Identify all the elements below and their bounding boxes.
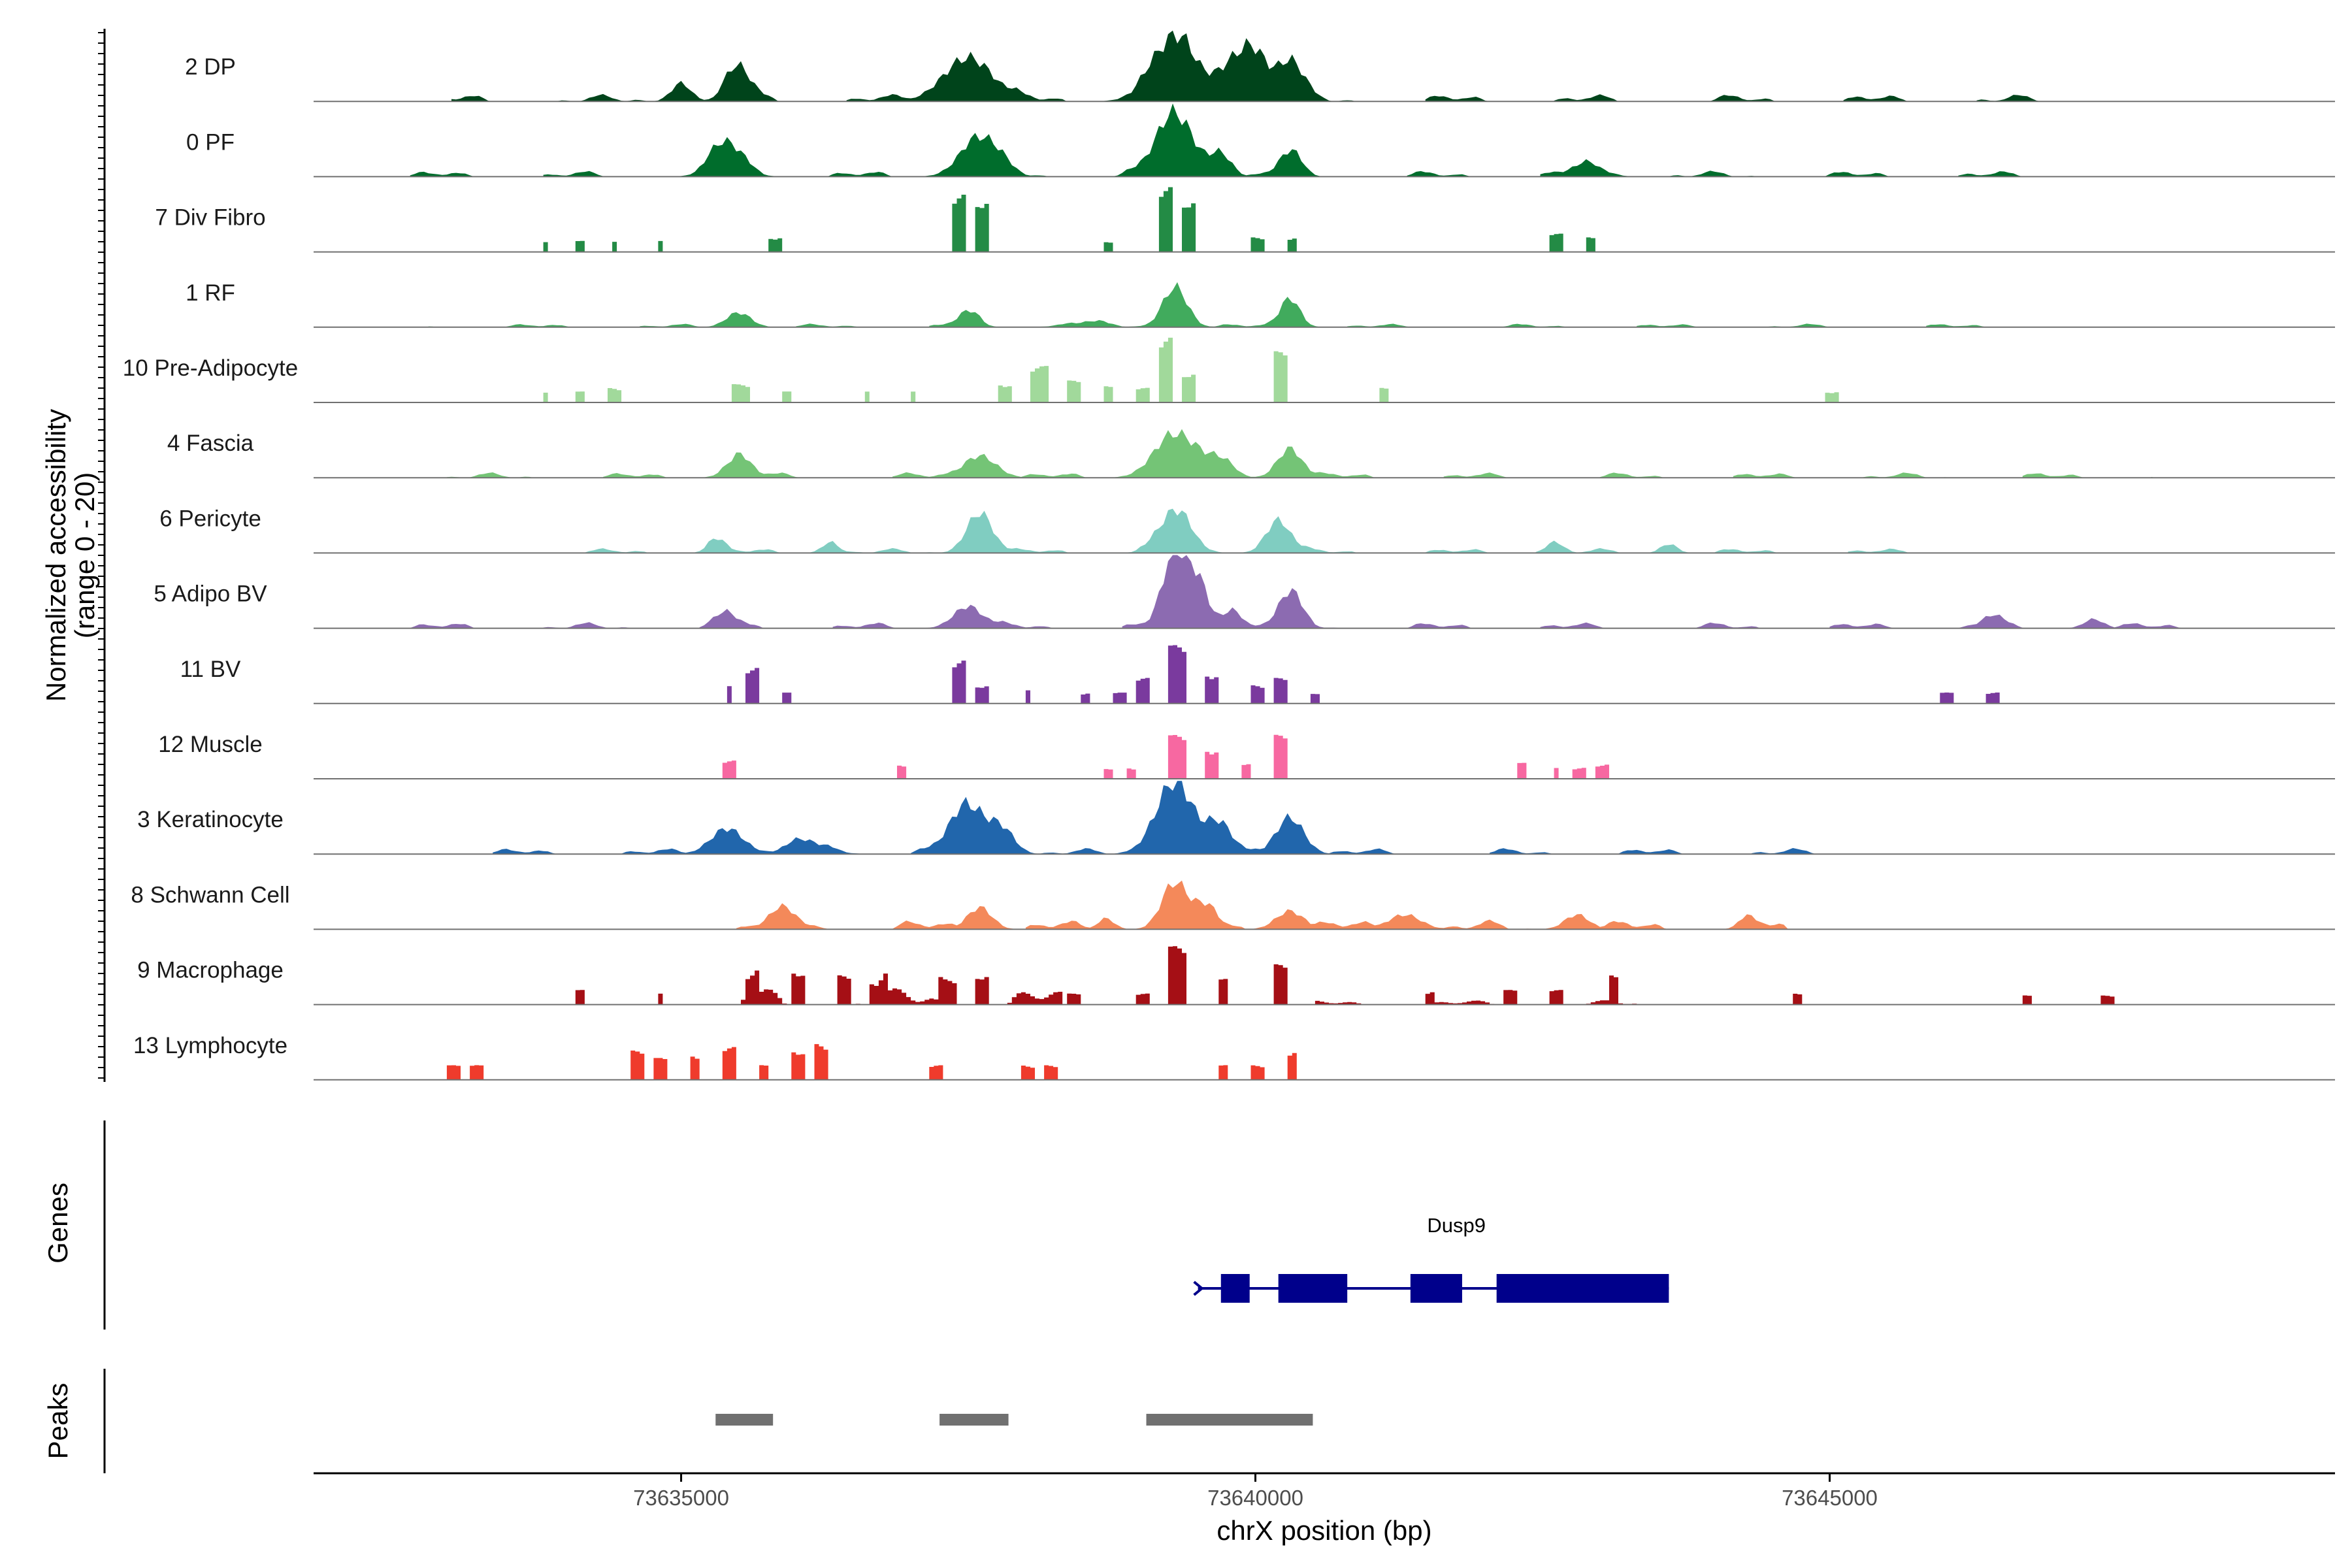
coverage-area (584, 508, 1913, 553)
coverage-area (575, 946, 2115, 1005)
track-13-lymphocyte: 13 Lymphocyte (133, 1033, 2335, 1081)
gene-dusp9: Dusp9 (1193, 1214, 1669, 1303)
track-label: 5 Adipo BV (154, 581, 267, 607)
gene-exon (1278, 1274, 1348, 1303)
track-12-muscle: 12 Muscle (158, 732, 2335, 779)
coverage-area (428, 282, 1991, 327)
x-axis: 73635000 73640000 73645000 chrX position (… (314, 1472, 2335, 1546)
track-label: 3 Keratinocyte (137, 807, 284, 832)
coverage-area (493, 781, 1839, 855)
coverage-area (543, 337, 1839, 402)
track-10-pre-adipocyte: 10 Pre-Adipocyte (123, 337, 2335, 403)
gene-exon (1410, 1274, 1462, 1303)
track-label: 13 Lymphocyte (133, 1033, 287, 1058)
track-label: 1 RF (186, 280, 235, 306)
gene-exon (1220, 1274, 1250, 1303)
gene-exon (1496, 1274, 1669, 1303)
track-label: 10 Pre-Adipocyte (123, 355, 298, 381)
y-axis (98, 29, 106, 1082)
coverage-area (736, 880, 1789, 930)
gene-label: Dusp9 (1427, 1214, 1486, 1237)
coverage-area (451, 30, 2041, 102)
coverage-area (446, 429, 2156, 478)
track-7-div-fibro: 7 Div Fibro (155, 187, 2335, 253)
track-2-dp: 2 DP (185, 30, 2335, 103)
peak-region-bar (715, 1414, 774, 1426)
track-11-bv: 11 BV (180, 645, 2335, 704)
peak-region-bar (939, 1414, 1009, 1426)
track-5-adipo-bv: 5 Adipo BV (154, 555, 2335, 629)
x-axis-label: chrX position (bp) (1217, 1515, 1431, 1546)
track-label: 12 Muscle (158, 732, 263, 757)
peak-regions (715, 1414, 1313, 1426)
track-8-schwann-cell: 8 Schwann Cell (131, 880, 2335, 930)
x-tick-label: 73635000 (633, 1486, 729, 1510)
x-tick-label: 73645000 (1782, 1486, 1878, 1510)
coverage-area (446, 1044, 1297, 1080)
track-label: 4 Fascia (167, 431, 254, 456)
track-label: 9 Macrophage (137, 958, 284, 983)
strand-arrow (1193, 1281, 1204, 1296)
coverage-tracks: 2 DP 0 PF 7 Div Fibro 1 RF 10 Pre-Adipocyte 4… (123, 30, 2335, 1081)
track-label: 7 Div Fibro (155, 205, 265, 231)
track-label: 0 PF (186, 129, 235, 155)
track-6-pericyte: 6 Pericyte (159, 506, 2335, 554)
peak-region-bar (1146, 1414, 1313, 1426)
track-1-rf: 1 RF (186, 280, 2335, 328)
coverage-area (722, 734, 1609, 779)
track-label: 8 Schwann Cell (131, 882, 289, 907)
genes-panel-title: Genes (42, 1183, 73, 1264)
track-3-keratinocyte: 3 Keratinocyte (137, 781, 2335, 855)
y-axis-label: Normalized accessibility(range 0 - 20) (41, 409, 100, 702)
x-tick-label: 73640000 (1207, 1486, 1303, 1510)
peaks-panel-title: Peaks (42, 1383, 73, 1460)
coverage-area (727, 645, 2000, 704)
track-4-fascia: 4 Fascia (167, 429, 2335, 479)
y-axis-ticks (98, 32, 105, 1079)
track-label: 2 DP (185, 54, 236, 80)
track-9-macrophage: 9 Macrophage (137, 946, 2335, 1005)
coverage-area (410, 555, 2184, 629)
x-axis-ticks: 73635000 73640000 73645000 (633, 1473, 1878, 1510)
peaks-panel: Peaks (42, 1369, 1313, 1473)
track-0-pf: 0 PF (186, 103, 2335, 178)
genes-panel: Genes Dusp9 (42, 1120, 1669, 1330)
coverage-area (543, 187, 1595, 252)
coverage-area (410, 103, 2023, 177)
track-label: 11 BV (180, 657, 241, 682)
gene-models: Dusp9 (1193, 1214, 1669, 1303)
track-label: 6 Pericyte (159, 506, 261, 531)
